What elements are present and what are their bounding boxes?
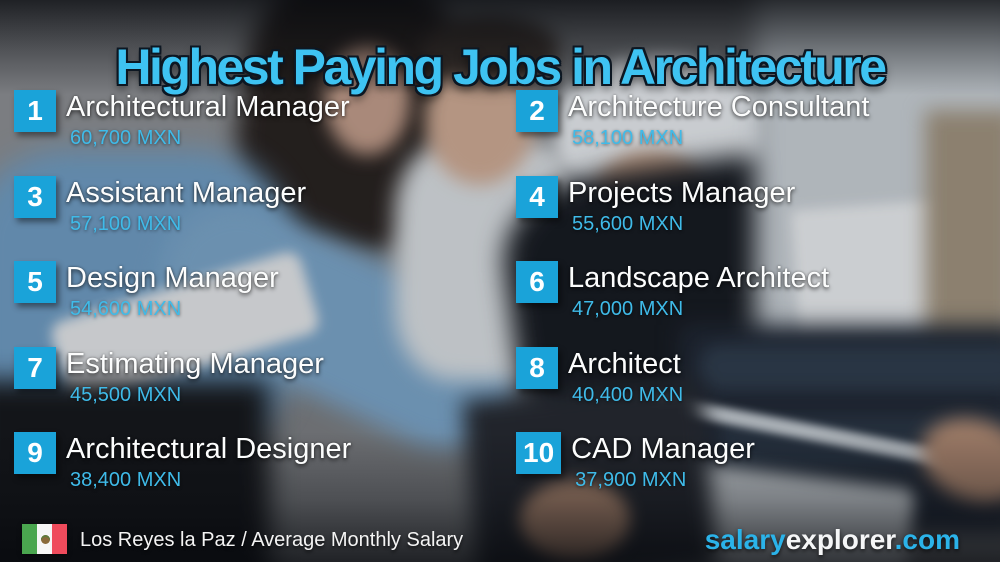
job-name-10: CAD Manager — [571, 433, 755, 465]
rank-badge-7: 7 — [14, 347, 56, 389]
job-salary-4: 55,600 MXN — [572, 213, 684, 235]
job-salary-7: 45,500 MXN — [70, 384, 182, 406]
rank-badge-10: 10 — [516, 432, 562, 474]
job-salary-8: 40,400 MXN — [572, 384, 684, 406]
brand-explorer: explorer — [785, 524, 895, 555]
job-name-3: Assistant Manager — [66, 177, 307, 209]
job-salary-10: 37,900 MXN — [575, 469, 687, 491]
job-item-7: 7 Estimating Manager 45,500 MXN — [14, 347, 324, 407]
rank-badge-2: 2 — [516, 90, 558, 132]
job-item-6: 6 Landscape Architect 47,000 MXN — [516, 261, 829, 321]
flag-red-band — [52, 524, 67, 554]
job-name-4: Projects Manager — [568, 177, 796, 209]
brand-logo: salaryexplorer.com — [705, 524, 960, 556]
job-name-8: Architect — [568, 348, 681, 380]
rank-badge-8: 8 — [516, 347, 558, 389]
flag-eagle-emblem — [40, 535, 50, 544]
brand-tld: .com — [894, 524, 960, 555]
brand-salary: salary — [704, 524, 786, 555]
rank-badge-1: 1 — [14, 90, 56, 132]
job-salary-1: 60,700 MXN — [70, 127, 182, 149]
job-name-2: Architecture Consultant — [568, 91, 870, 123]
mexico-flag-icon — [22, 524, 67, 554]
rank-badge-5: 5 — [14, 261, 56, 303]
photo-hand-center — [520, 480, 630, 560]
photo-chair-row-1 — [700, 345, 1000, 390]
job-salary-6: 47,000 MXN — [572, 298, 684, 320]
job-salary-3: 57,100 MXN — [70, 213, 182, 235]
job-salary-9: 38,400 MXN — [70, 469, 182, 491]
rank-badge-3: 3 — [14, 176, 56, 218]
flag-green-band — [22, 524, 37, 554]
job-salary-2: 58,100 MXN — [572, 127, 684, 149]
job-name-5: Design Manager — [66, 262, 279, 294]
job-item-3: 3 Assistant Manager 57,100 MXN — [14, 176, 306, 236]
rank-badge-9: 9 — [14, 432, 56, 474]
job-name-6: Landscape Architect — [568, 262, 830, 294]
job-salary-5: 54,600 MXN — [70, 298, 182, 320]
rank-badge-4: 4 — [516, 176, 558, 218]
job-item-9: 9 Architectural Designer 38,400 MXN — [14, 432, 351, 492]
job-item-10: 10 CAD Manager 37,900 MXN — [516, 432, 755, 492]
job-item-8: 8 Architect 40,400 MXN — [516, 347, 683, 407]
page-title: Highest Paying Jobs in Architecture — [115, 38, 887, 95]
rank-badge-6: 6 — [516, 261, 558, 303]
job-item-4: 4 Projects Manager 55,600 MXN — [516, 176, 795, 236]
job-item-5: 5 Design Manager 54,600 MXN — [14, 261, 279, 321]
job-item-2: 2 Architecture Consultant 58,100 MXN — [516, 90, 869, 150]
job-name-7: Estimating Manager — [66, 348, 324, 380]
job-item-1: 1 Architectural Manager 60,700 MXN — [14, 90, 350, 150]
job-name-1: Architectural Manager — [66, 91, 350, 123]
location-caption: Los Reyes la Paz / Average Monthly Salar… — [80, 529, 464, 551]
job-name-9: Architectural Designer — [66, 433, 352, 465]
